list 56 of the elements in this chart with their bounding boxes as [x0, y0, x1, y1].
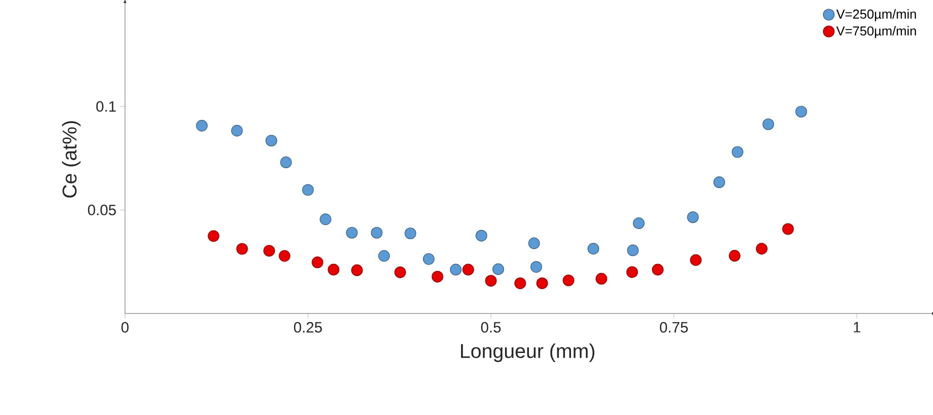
point: [514, 277, 526, 290]
x-tick-label: 0: [121, 322, 129, 333]
y-tick-label: 0.1: [96, 101, 116, 112]
point: [530, 261, 542, 273]
point: [588, 242, 600, 254]
point: [687, 211, 699, 224]
point: [492, 263, 504, 275]
point: [596, 272, 608, 285]
point: [302, 184, 314, 196]
point: [263, 244, 275, 257]
point: [476, 230, 488, 242]
point: [652, 264, 664, 276]
point: [278, 250, 290, 262]
point: [450, 264, 462, 276]
point: [394, 266, 406, 278]
x-tick-label: 0.5: [481, 322, 501, 333]
point: [690, 254, 702, 266]
legend-label: V=750µm/min: [836, 26, 916, 38]
point: [346, 226, 358, 239]
point: [196, 120, 208, 132]
point: [208, 230, 220, 242]
point: [432, 270, 444, 282]
point: [782, 223, 794, 235]
legend-label: V=250µm/min: [836, 9, 916, 22]
point: [351, 264, 363, 276]
point: [756, 242, 768, 254]
x-tick-label: 0.75: [660, 322, 688, 333]
point: [485, 274, 497, 287]
point: [732, 146, 744, 158]
point: [795, 106, 808, 118]
point: [462, 264, 474, 276]
point: [404, 228, 416, 240]
point: [713, 176, 726, 188]
point: [422, 253, 435, 265]
y-axis-title: Ce (at%): [62, 121, 81, 198]
point: [370, 226, 383, 239]
y-tick-label: 0.05: [88, 204, 116, 216]
point: [312, 256, 324, 268]
point: [266, 134, 278, 146]
point: [626, 266, 638, 278]
point: [528, 238, 540, 250]
point: [320, 213, 332, 226]
point: [762, 118, 774, 130]
point: [378, 250, 390, 262]
point: [627, 244, 639, 256]
x-tick-label: 1: [854, 322, 860, 332]
x-axis-title: Longueur (mm): [461, 343, 594, 362]
point: [231, 124, 243, 136]
point: [236, 243, 248, 255]
point: [562, 274, 574, 286]
x-tick-label: 0.25: [294, 322, 322, 333]
point: [728, 250, 740, 262]
point: [632, 217, 645, 230]
point: [536, 277, 548, 290]
point: [280, 156, 292, 168]
point: [328, 264, 340, 276]
